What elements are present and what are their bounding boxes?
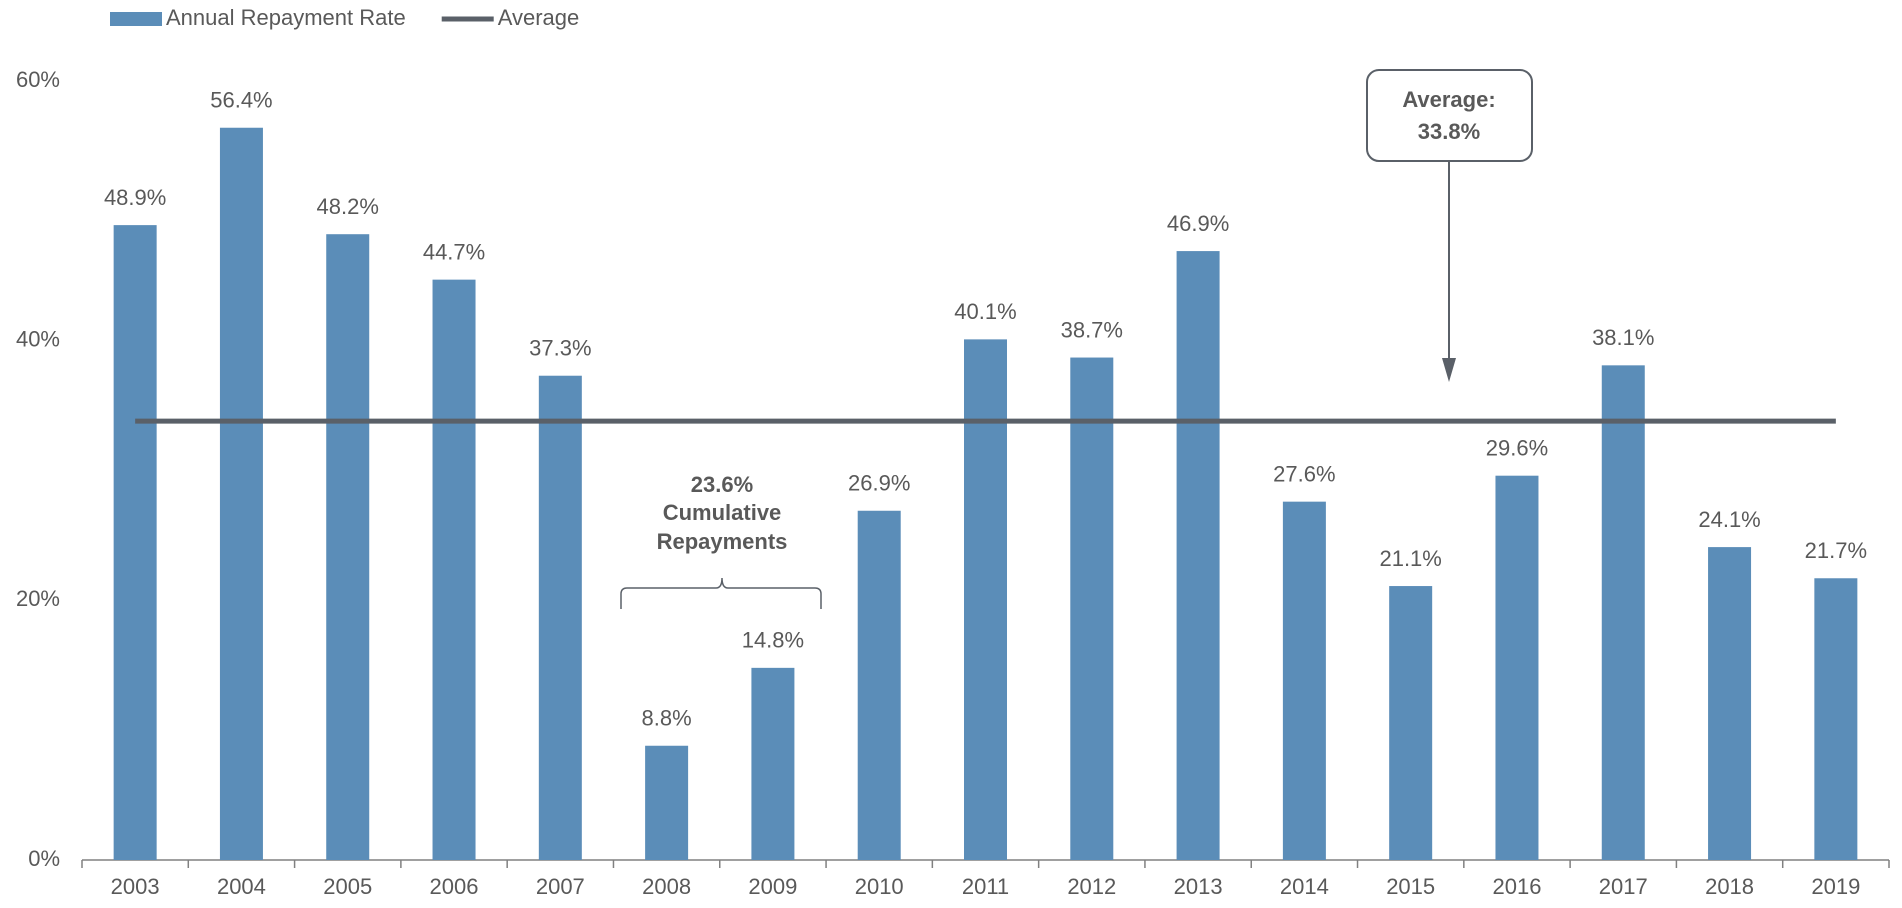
bar	[326, 234, 370, 860]
y-tick-label: 40%	[16, 326, 60, 351]
data-label: 44.7%	[423, 239, 485, 264]
x-tick-label: 2019	[1811, 874, 1860, 899]
x-tick-label: 2007	[536, 874, 585, 899]
x-tick-label: 2010	[855, 874, 904, 899]
x-tick-label: 2009	[748, 874, 797, 899]
bar	[1282, 501, 1326, 860]
bar	[1176, 251, 1220, 860]
bar	[857, 510, 901, 860]
bar	[113, 225, 157, 861]
data-label: 21.7%	[1805, 538, 1867, 563]
bar	[751, 667, 795, 860]
data-label: 26.9%	[848, 471, 910, 496]
data-label: 38.7%	[1061, 317, 1123, 342]
data-label: 27.6%	[1273, 461, 1335, 486]
x-tick-label: 2018	[1705, 874, 1754, 899]
x-tick-label: 2008	[642, 874, 691, 899]
legend-label: Average	[498, 5, 580, 30]
bar	[964, 339, 1007, 860]
data-label: 8.8%	[642, 706, 692, 731]
data-label: 38.1%	[1592, 325, 1654, 350]
annotation-text: 33.8%	[1418, 119, 1480, 144]
x-tick-label: 2014	[1280, 874, 1329, 899]
y-tick-label: 20%	[16, 586, 60, 611]
y-tick-label: 0%	[28, 846, 60, 871]
data-label: 56.4%	[210, 88, 272, 113]
y-tick-label: 60%	[16, 67, 60, 92]
x-tick-label: 2006	[430, 874, 479, 899]
x-tick-label: 2015	[1386, 874, 1435, 899]
data-label: 40.1%	[954, 299, 1016, 324]
bar	[645, 745, 689, 860]
x-tick-label: 2005	[323, 874, 372, 899]
bar	[1070, 357, 1114, 860]
annotation-text: Cumulative	[663, 500, 782, 525]
bar	[219, 127, 263, 861]
data-label: 14.8%	[742, 628, 804, 653]
x-tick-label: 2004	[217, 874, 266, 899]
data-label: 37.3%	[529, 336, 591, 361]
data-label: 48.2%	[317, 194, 379, 219]
data-label: 21.1%	[1379, 546, 1441, 571]
annotation-box	[1366, 69, 1533, 162]
x-tick-label: 2011	[962, 874, 1009, 899]
bar	[1708, 547, 1752, 860]
data-label: 48.9%	[104, 185, 166, 210]
data-label: 24.1%	[1698, 507, 1760, 532]
x-tick-label: 2003	[111, 874, 160, 899]
annotation-arrowhead	[1442, 358, 1456, 382]
annotation-text: 23.6%	[691, 472, 753, 497]
data-label: 29.6%	[1486, 436, 1548, 461]
legend-label: Annual Repayment Rate	[166, 5, 406, 30]
annotation-text: Repayments	[657, 529, 788, 554]
bar	[432, 279, 476, 860]
bar	[1389, 586, 1433, 860]
data-label: 46.9%	[1167, 211, 1229, 236]
legend-swatch	[110, 12, 162, 26]
x-tick-label: 2012	[1067, 874, 1116, 899]
bar	[1601, 365, 1645, 860]
annotation-bracket	[620, 577, 822, 609]
annotation-text: Average:	[1402, 87, 1495, 112]
bar	[538, 375, 582, 860]
x-tick-label: 2013	[1174, 874, 1223, 899]
x-tick-label: 2016	[1492, 874, 1541, 899]
x-tick-label: 2017	[1599, 874, 1648, 899]
bar	[1814, 578, 1858, 860]
bar	[1495, 475, 1539, 860]
